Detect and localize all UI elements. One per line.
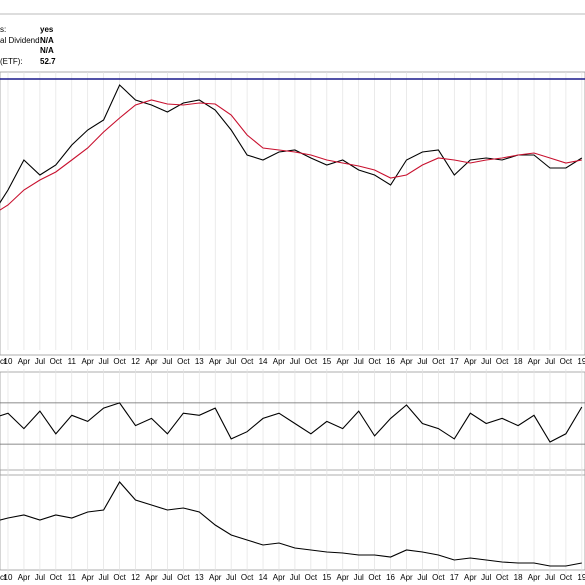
x-tick-label: Apr [528, 573, 541, 582]
x-tick-label: 18 [514, 357, 523, 366]
x-tick-label: 13 [195, 573, 204, 582]
x-tick-label: Apr [209, 357, 222, 366]
x-tick-label: 12 [131, 573, 140, 582]
data-line [0, 99, 582, 211]
x-tick-label: 10 [4, 357, 13, 366]
x-tick-label: Oct [241, 573, 254, 582]
x-tick-label: Oct [50, 573, 63, 582]
x-tick-label: Oct [432, 573, 445, 582]
header-label: s: [0, 25, 6, 34]
x-tick-label: Jul [162, 573, 172, 582]
x-tick-label: Apr [400, 573, 413, 582]
x-tick-label: ct [0, 357, 7, 366]
x-tick-label: 19 [577, 573, 585, 582]
x-tick-label: Apr [273, 357, 286, 366]
x-tick-label: Apr [528, 357, 541, 366]
x-tick-label: Apr [337, 573, 350, 582]
oscillator-panel [0, 371, 585, 476]
x-tick-label: 10 [4, 573, 13, 582]
x-tick-label: Jul [99, 357, 109, 366]
x-tick-label: ct [0, 573, 7, 582]
x-tick-label: 17 [450, 573, 459, 582]
x-tick-label: Oct [50, 357, 63, 366]
x-tick-label: Jul [99, 573, 109, 582]
x-tick-label: Oct [305, 573, 318, 582]
x-tick-label: Oct [496, 573, 509, 582]
x-tick-label: Oct [113, 573, 126, 582]
header-value: N/A [40, 46, 54, 55]
data-line [0, 84, 583, 204]
x-tick-label: 18 [514, 573, 523, 582]
x-tick-label: Jul [290, 573, 300, 582]
x-tick-label: Jul [35, 573, 45, 582]
x-tick-label: Jul [417, 573, 427, 582]
x-tick-label: 11 [68, 573, 77, 582]
x-tick-label: Oct [560, 573, 573, 582]
x-tick-label: Jul [162, 357, 172, 366]
x-tick-label: Jul [354, 573, 364, 582]
x-tick-label: Apr [273, 573, 286, 582]
x-tick-label: 14 [259, 357, 268, 366]
x-tick-label: Jul [481, 357, 491, 366]
data-line [0, 402, 583, 443]
x-tick-label: 19 [577, 357, 585, 366]
x-tick-label: 11 [68, 357, 77, 366]
header-label: al Dividend: [0, 36, 42, 45]
x-tick-label: Jul [290, 357, 300, 366]
x-tick-label: Apr [18, 357, 31, 366]
x-tick-label: 17 [450, 357, 459, 366]
header-value: 52.7 [40, 57, 56, 66]
x-tick-label: Jul [226, 357, 236, 366]
x-tick-label: Jul [417, 357, 427, 366]
x-tick-label: 15 [322, 573, 331, 582]
x-tick-label: 15 [322, 357, 331, 366]
x-tick-label: Apr [18, 573, 31, 582]
header-value: yes [40, 25, 54, 34]
x-tick-label: Oct [432, 357, 445, 366]
x-tick-label: Apr [464, 573, 477, 582]
x-tick-label: 14 [259, 573, 268, 582]
x-tick-label: Apr [337, 357, 350, 366]
lower-panel [0, 469, 585, 571]
x-tick-label: Jul [35, 357, 45, 366]
x-tick-label: 12 [131, 357, 140, 366]
x-tick-label: 13 [195, 357, 204, 366]
x-tick-label: Oct [368, 357, 381, 366]
x-tick-label: Jul [481, 573, 491, 582]
x-tick-label: 16 [386, 357, 395, 366]
data-line [0, 481, 582, 567]
x-tick-label: Oct [241, 357, 254, 366]
x-tick-label: Oct [113, 357, 126, 366]
x-tick-label: Apr [209, 573, 222, 582]
x-tick-label: Jul [545, 357, 555, 366]
x-tick-label: Apr [400, 357, 413, 366]
x-tick-label: Oct [177, 357, 190, 366]
x-tick-label: Apr [145, 573, 158, 582]
header-label: (ETF): [0, 57, 23, 66]
x-tick-label: Apr [145, 357, 158, 366]
x-tick-label: Oct [177, 573, 190, 582]
x-tick-label: 16 [386, 573, 395, 582]
x-tick-label: Jul [226, 573, 236, 582]
x-tick-label: Oct [368, 573, 381, 582]
x-tick-label: Oct [496, 357, 509, 366]
price-panel [0, 71, 585, 356]
x-tick-label: Apr [81, 357, 94, 366]
x-tick-label: Jul [354, 357, 364, 366]
x-tick-label: Oct [305, 357, 318, 366]
header-value: N/A [40, 36, 54, 45]
x-tick-label: Apr [81, 573, 94, 582]
x-tick-label: Apr [464, 357, 477, 366]
x-tick-label: Jul [545, 573, 555, 582]
x-tick-label: Oct [560, 357, 573, 366]
